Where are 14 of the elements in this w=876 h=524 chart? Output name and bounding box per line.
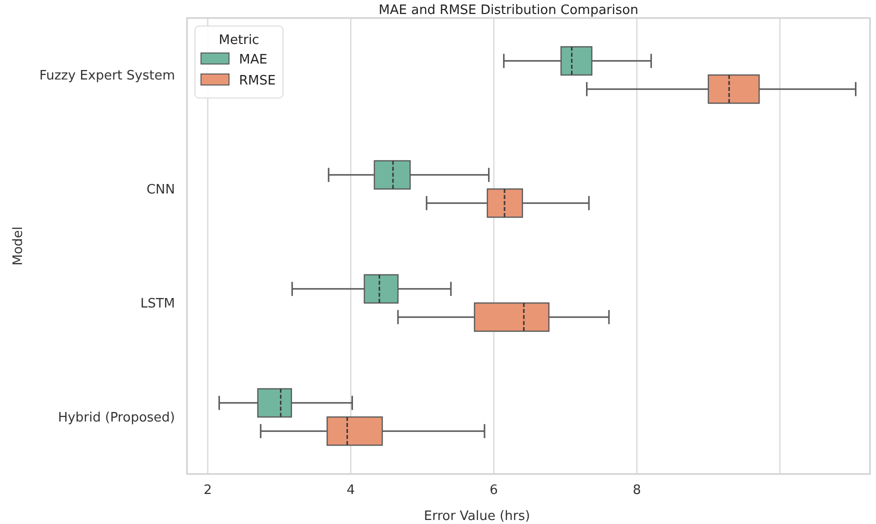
- legend-label: RMSE: [239, 74, 276, 89]
- legend-label: MAE: [239, 52, 268, 68]
- x-tick-label: 4: [346, 483, 355, 498]
- x-tick-label: 8: [632, 483, 641, 498]
- y-axis-title: Model: [11, 226, 26, 266]
- y-tick-label: Hybrid (Proposed): [58, 410, 175, 426]
- x-axis-title: Error Value (hrs): [424, 509, 530, 524]
- x-tick-label: 6: [490, 483, 498, 498]
- y-tick-label: Fuzzy Expert System: [39, 68, 175, 84]
- legend-title: Metric: [218, 33, 260, 48]
- y-tick-label: LSTM: [140, 296, 175, 312]
- x-tick-label: 2: [204, 483, 212, 498]
- y-tick-label: CNN: [146, 182, 175, 198]
- chart-title: MAE and RMSE Distribution Comparison: [378, 3, 638, 18]
